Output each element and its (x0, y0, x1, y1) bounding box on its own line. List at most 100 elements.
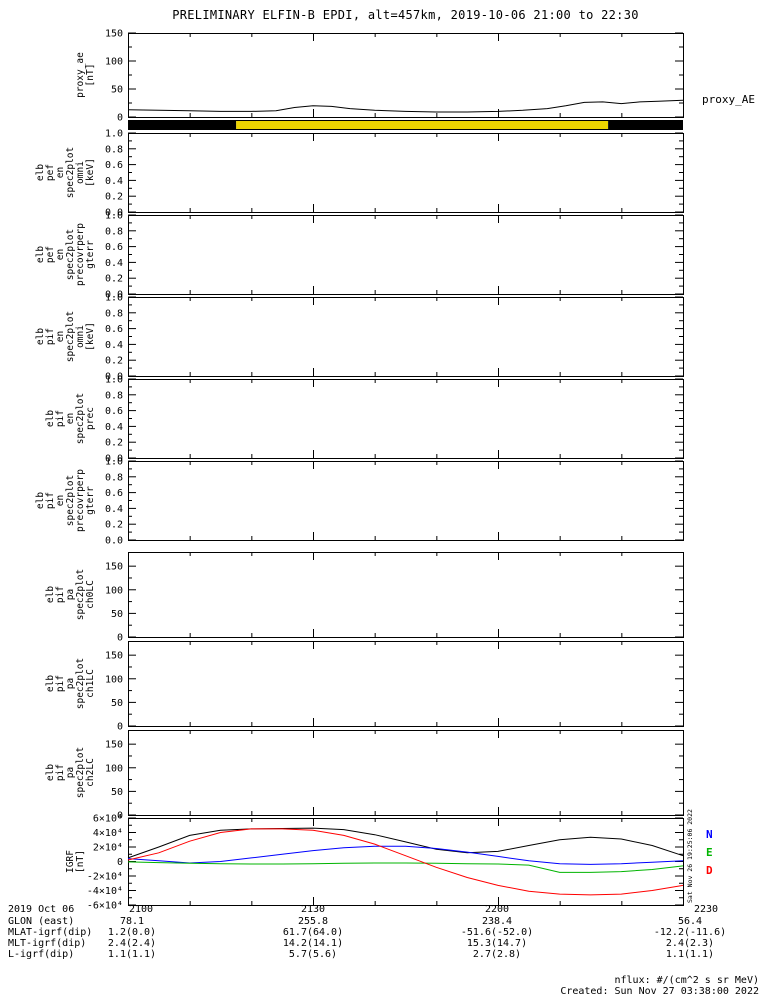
y-axis-label-line: [nT] (75, 850, 86, 873)
series-proxy_AE (127, 99, 684, 113)
row-value: 2.4(2.4) (107, 938, 157, 949)
y-tick-label: 1.0 (105, 129, 123, 140)
plot-title: PRELIMINARY ELFIN-B EPDI, alt=457km, 201… (172, 8, 639, 22)
y-tick-label: 150 (105, 29, 123, 40)
y-axis-label-line: [keV] (85, 158, 96, 187)
y-tick-label: 0.2 (105, 274, 123, 285)
y-axis-label-line: [nT] (85, 64, 96, 87)
y-tick-label: 150 (105, 740, 123, 751)
y-axis-label-line: [keV] (85, 322, 96, 351)
y-tick-label: 150 (105, 562, 123, 573)
y-axis-label-line: en (55, 167, 66, 178)
series-E (127, 861, 684, 873)
y-tick-label: 0.2 (105, 192, 123, 203)
y-tick-label: 50 (111, 85, 123, 96)
panel-status_bar (128, 120, 683, 130)
panel-pif_en_omni: 0.0 0.2 0.4 0.6 0.8 1.0 elb pif en spec2plot omni[… (35, 293, 684, 383)
y-axis-label-line: spec2plot (65, 229, 76, 280)
y-tick-label: 1.0 (105, 293, 123, 304)
panel-pif_en_precovrperp_gterr: 0.0 0.2 0.4 0.6 0.8 1.0 elb pif en spec2plot preco… (35, 457, 684, 547)
y-tick-label: 0.0 (105, 372, 123, 383)
y-axis-label-line: spec2plot (65, 311, 76, 362)
y-tick-label: 100 (105, 674, 123, 685)
y-axis-label-line: proxy_ae (75, 52, 86, 98)
nflux-units-note: nflux: #/(cm^2 s sr MeV) (614, 975, 760, 986)
igrf-legend-N: N (706, 828, 713, 841)
y-axis-label-line: spec2plot (65, 147, 76, 198)
strip-border (128, 120, 683, 130)
y-axis-label-line: pif (45, 328, 56, 345)
y-axis-label-line: spec2plot (65, 475, 76, 526)
panel-pif_pa_ch1LC: 0 50 100 150 elb pif pa spec2plot ch1LC (45, 641, 684, 733)
row-value: 78.1 (119, 916, 145, 927)
y-tick-label: -6×10⁴ (87, 901, 123, 912)
y-tick-label: 0.6 (105, 406, 123, 417)
y-axis-label-line: elb (45, 764, 56, 781)
y-axis-label-line: precovrperp (75, 469, 86, 532)
y-axis-label-line: gterr (85, 486, 96, 515)
panel-proxy_ae: 0 50 100 150 proxy_ae [nT] (75, 29, 684, 124)
annotation-row-l: L-igrf(dip) 1.1(1.1) 5.7(5.6) 2.7(2.8) 1… (0, 949, 775, 960)
time-tick-1: 2130 (300, 904, 326, 915)
series-D (127, 828, 684, 896)
y-axis-label-line: omni (75, 161, 86, 184)
y-tick-label: 0.8 (105, 472, 123, 483)
strip-segment (236, 120, 608, 130)
y-axis-label-line: elb (35, 246, 46, 263)
y-tick-label: 0.0 (105, 208, 123, 219)
created-timestamp: Created: Sun Nov 27 03:38:00 2022 (560, 986, 759, 997)
y-tick-label: 0.4 (105, 504, 123, 515)
y-axis-label-line: gterr (85, 240, 96, 269)
row-label: MLT-igrf(dip) (8, 938, 87, 949)
igrf-legend-E: E (706, 846, 713, 859)
y-axis-label-line: omni (75, 325, 86, 348)
y-tick-label: -2×10⁴ (87, 872, 123, 883)
panel-pef_en_omni: 0.0 0.2 0.4 0.6 0.8 1.0 elb pef en spec2plot omni[… (35, 129, 684, 219)
y-axis-label-line: pif (55, 410, 66, 427)
y-tick-label: 50 (111, 698, 123, 709)
y-axis-label-line: elb (45, 586, 56, 603)
y-tick-label: 0 (117, 113, 123, 124)
y-tick-label: 0.6 (105, 324, 123, 335)
y-tick-label: 2×10⁴ (93, 843, 123, 854)
panel-igrf: -6×10⁴ -4×10⁴ -2×10⁴ 0 2×10⁴ 4×10⁴ 6×10⁴ IGRF [n… (65, 814, 713, 912)
y-tick-label: 0.0 (105, 454, 123, 465)
igrf-legend-D: D (706, 864, 713, 877)
y-tick-label: 0.4 (105, 258, 123, 269)
y-tick-label: 0.4 (105, 422, 123, 433)
proxy-ae-right-label: proxy_AE (702, 93, 755, 106)
y-axis-label-line: pa (65, 589, 76, 600)
y-tick-label: 1.0 (105, 457, 123, 468)
y-tick-label: 0.6 (105, 488, 123, 499)
row-value: 2.4(2.3) (665, 938, 715, 949)
y-tick-label: 0.0 (105, 536, 123, 547)
y-tick-label: 0.2 (105, 356, 123, 367)
y-axis-label-line: pef (45, 164, 56, 181)
y-tick-label: 4×10⁴ (93, 828, 123, 839)
y-axis-label-line: pa (65, 678, 76, 689)
y-axis-label-line: elb (35, 492, 46, 509)
y-tick-label: 50 (111, 609, 123, 620)
row-value: 1.1(1.1) (665, 949, 715, 960)
y-tick-label: 0.6 (105, 160, 123, 171)
y-axis-label-line: pa (65, 767, 76, 778)
y-axis-label-line: pif (55, 675, 66, 692)
time-tick-3: 2230 (693, 904, 719, 915)
row-value: 255.8 (297, 916, 329, 927)
row-value: 1.1(1.1) (107, 949, 157, 960)
y-axis-label-line: ch1LC (85, 669, 96, 698)
y-axis-label-line: spec2plot (75, 569, 86, 620)
time-tick-0: 2100 (128, 904, 154, 915)
y-tick-label: 0.4 (105, 176, 123, 187)
row-value: 2.7(2.8) (472, 949, 522, 960)
panel-pif_pa_ch2LC: 0 50 100 150 elb pif pa spec2plot ch2LC (45, 730, 684, 822)
y-axis-label-line: pif (45, 492, 56, 509)
y-axis-label-line: pif (55, 586, 66, 603)
row-value: -12.2(-11.6) (653, 927, 727, 938)
row-value: -51.6(-52.0) (460, 927, 534, 938)
annotation-row-mlt: MLT-igrf(dip) 2.4(2.4) 14.2(14.1) 15.3(1… (0, 938, 775, 949)
y-tick-label: -4×10⁴ (87, 886, 123, 897)
y-tick-label: 0.6 (105, 242, 123, 253)
y-axis-label-line: pif (55, 764, 66, 781)
